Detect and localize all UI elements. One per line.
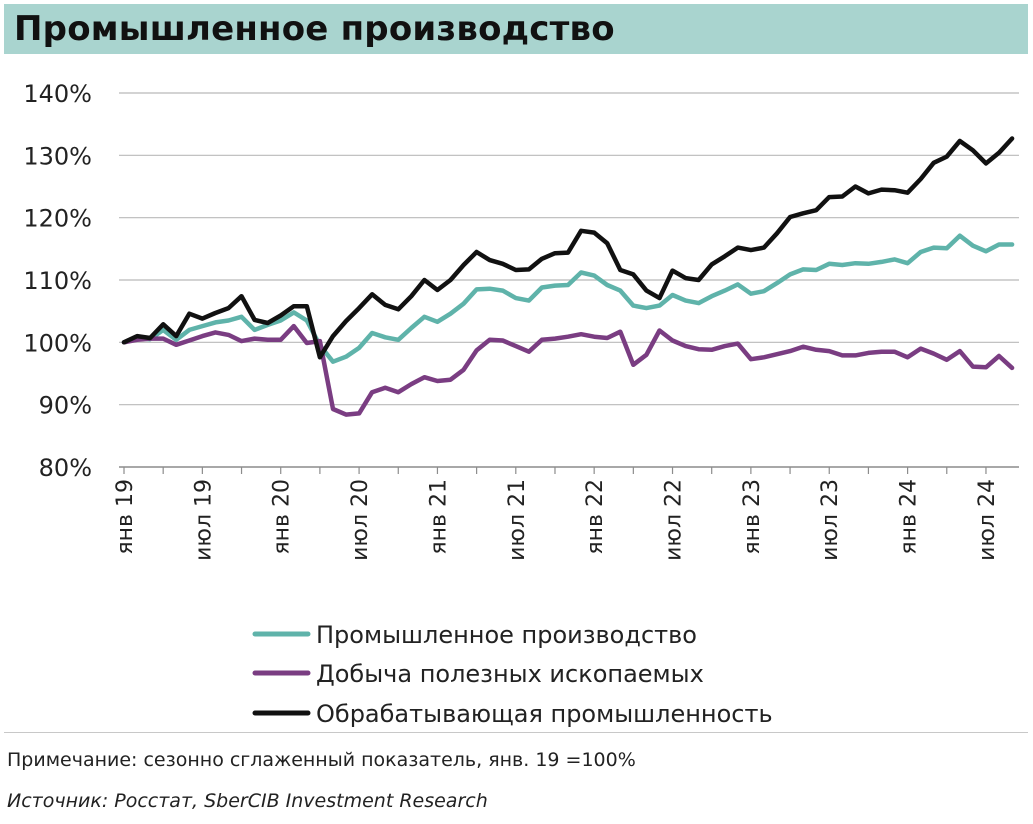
y-tick-label: 130% [23, 142, 92, 170]
x-tick-label: июл 21 [505, 479, 530, 561]
legend: Промышленное производство Добыча полезных… [252, 621, 773, 728]
x-tick-label: июл 20 [348, 479, 373, 561]
series-line [121, 136, 1015, 360]
x-tick-label: июл 19 [191, 479, 216, 561]
line-chart: 80% 90% 100% 110% 120% 130% 140% янв 19 июл 19 ян… [23, 80, 1019, 728]
x-tick-label: янв 23 [740, 479, 765, 555]
axes: 80% 90% 100% 110% 120% 130% 140% янв 19 июл 19 ян… [23, 80, 1019, 561]
series-lines [121, 136, 1015, 417]
x-tick-label: янв 24 [897, 479, 922, 555]
x-tick-label: янв 22 [583, 479, 608, 555]
legend-label: Промышленное производство [316, 621, 697, 649]
title-bar: Промышленное производство [4, 4, 1028, 54]
note-divider [4, 732, 1028, 733]
series-line [121, 233, 1015, 364]
x-tick-label: янв 21 [426, 479, 451, 555]
x-tick-label: июл 22 [662, 479, 687, 561]
y-tick-label: 80% [39, 454, 92, 482]
x-tick-label: июл 24 [975, 479, 1000, 561]
x-tick-label: янв 19 [113, 479, 138, 555]
x-tick-label: янв 20 [270, 479, 295, 555]
chart-source: Источник: Росстат, SberCIB Investment Re… [7, 790, 488, 812]
series-line [121, 323, 1015, 417]
legend-label: Обрабатывающая промышленность [316, 700, 773, 728]
gridlines [119, 92, 1019, 406]
y-tick-label: 140% [23, 80, 92, 108]
y-tick-label: 90% [39, 392, 92, 420]
chart-note: Примечание: сезонно сглаженный показател… [7, 749, 636, 771]
y-tick-label: 120% [23, 205, 92, 233]
x-tick-label: июл 23 [818, 479, 843, 561]
y-tick-label: 110% [23, 267, 92, 295]
legend-label: Добыча полезных ископаемых [316, 660, 704, 688]
chart-title: Промышленное производство [14, 9, 615, 49]
y-tick-label: 100% [23, 329, 92, 357]
